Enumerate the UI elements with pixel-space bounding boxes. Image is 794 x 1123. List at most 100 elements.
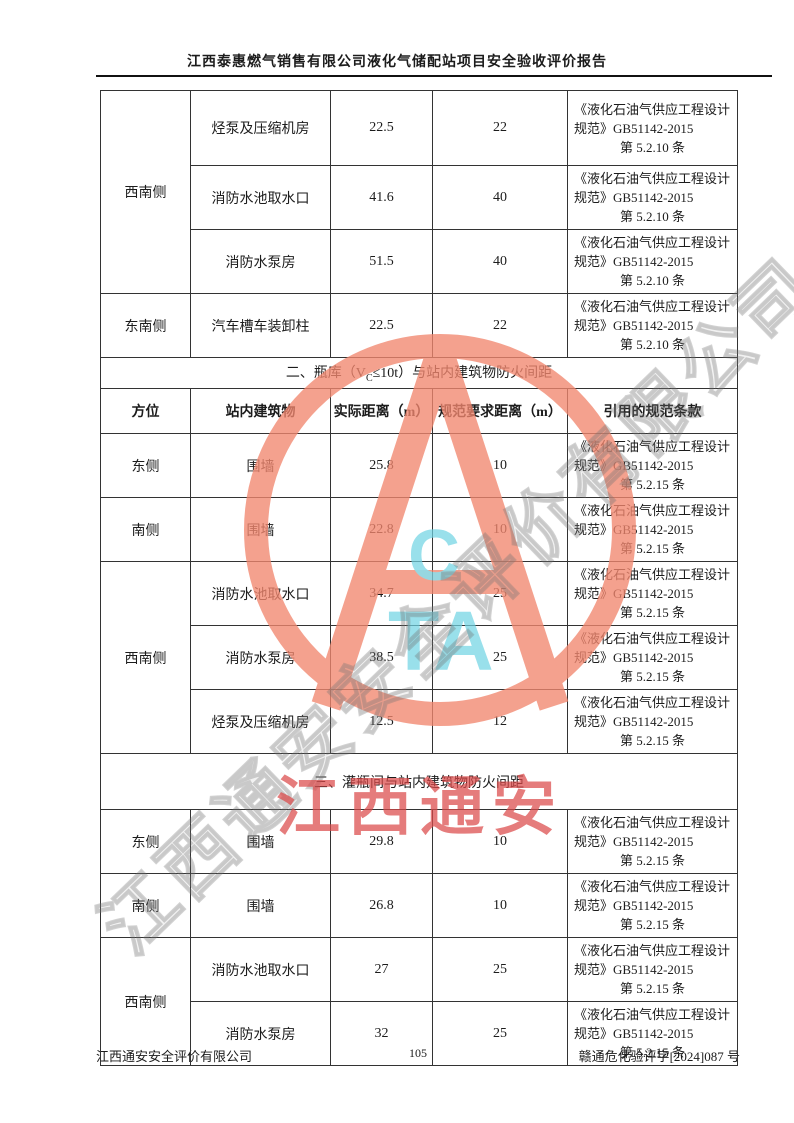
table-row: 消防水泵房 38.5 25 《液化石油气供应工程设计规范》GB51142-201…: [101, 625, 738, 690]
section-title-row: 三、灌瓶间与站内建筑物防火间距: [100, 753, 738, 810]
cell-reference: 《液化石油气供应工程设计规范》GB51142-2015 第 5.2.15 条: [567, 561, 738, 626]
cell-actual-distance: 41.6: [330, 165, 433, 230]
reference-text: 《液化石油气供应工程设计规范》GB51142-2015: [574, 815, 731, 849]
table-row: 东侧 围墙 29.8 10 《液化石油气供应工程设计规范》GB51142-201…: [100, 809, 738, 874]
cell-reference: 《液化石油气供应工程设计规范》GB51142-2015 第 5.2.15 条: [567, 809, 738, 874]
reference-text: 《液化石油气供应工程设计规范》GB51142-2015: [574, 101, 731, 136]
reference-text: 《液化石油气供应工程设计规范》GB51142-2015: [574, 171, 731, 205]
cell-building: 消防水泵房: [190, 229, 331, 294]
cell-direction: 东南侧: [100, 293, 191, 358]
table-row: 西南侧 消防水池取水口 34.7 25 《液化石油气供应工程设计规范》GB511…: [100, 561, 738, 754]
cell-direction: 南侧: [100, 497, 191, 562]
cell-required-distance: 10: [432, 497, 568, 562]
cell-required-distance: 12: [432, 689, 568, 754]
reference-text: 《液化石油气供应工程设计规范》GB51142-2015: [574, 439, 731, 473]
cell-reference: 《液化石油气供应工程设计规范》GB51142-2015 第 5.2.10 条: [567, 293, 738, 358]
cell-direction: 东侧: [100, 809, 191, 874]
cell-building: 烃泵及压缩机房: [190, 689, 331, 754]
cell-building: 消防水池取水口: [190, 937, 331, 1002]
reference-clause: 第 5.2.15 条: [619, 1045, 685, 1060]
table-row: 东南侧 汽车槽车装卸柱 22.5 22 《液化石油气供应工程设计规范》GB511…: [100, 293, 738, 358]
cell-required-distance: 25: [432, 625, 568, 690]
cell-actual-distance: 38.5: [330, 625, 433, 690]
cell-required-distance: 22: [432, 293, 568, 358]
table-row: 南侧 围墙 26.8 10 《液化石油气供应工程设计规范》GB51142-201…: [100, 873, 738, 938]
table-row: 西南侧 消防水池取水口 27 25 《液化石油气供应工程设计规范》GB51142…: [100, 937, 738, 1066]
table-row: 消防水泵房 51.5 40 《液化石油气供应工程设计规范》GB51142-201…: [101, 229, 738, 294]
table-row: 西南侧 烃泵及压缩机房 22.5 22 《液化石油气供应工程设计规范》GB511…: [100, 90, 738, 294]
cell-reference: 《液化石油气供应工程设计规范》GB51142-2015 第 5.2.15 条: [567, 625, 738, 690]
cell-building: 汽车槽车装卸柱: [190, 293, 331, 358]
cell-building: 烃泵及压缩机房: [190, 90, 331, 166]
col-header-actual-distance: 实际距离（m）: [330, 388, 433, 434]
cell-reference: 《液化石油气供应工程设计规范》GB51142-2015 第 5.2.15 条: [567, 433, 738, 498]
reference-text: 《液化石油气供应工程设计规范》GB51142-2015: [574, 695, 731, 729]
section-title-row: 二、瓶库（VC≤10t）与站内建筑物防火间距: [100, 357, 738, 389]
cell-reference: 《液化石油气供应工程设计规范》GB51142-2015 第 5.2.15 条: [567, 689, 738, 754]
reference-text: 《液化石油气供应工程设计规范》GB51142-2015: [574, 567, 731, 601]
cell-actual-distance: 25.8: [330, 433, 433, 498]
reference-clause: 第 5.2.10 条: [619, 209, 685, 224]
cell-reference: 《液化石油气供应工程设计规范》GB51142-2015 第 5.2.10 条: [567, 229, 738, 294]
cell-reference: 《液化石油气供应工程设计规范》GB51142-2015 第 5.2.10 条: [567, 165, 738, 230]
cell-actual-distance: 34.7: [330, 561, 433, 626]
cell-building: 围墙: [190, 497, 331, 562]
section-2-title: 二、瓶库（VC≤10t）与站内建筑物防火间距: [100, 357, 738, 389]
reference-clause: 第 5.2.15 条: [619, 477, 685, 492]
reference-clause: 第 5.2.15 条: [619, 605, 685, 620]
fire-separation-table: 西南侧 烃泵及压缩机房 22.5 22 《液化石油气供应工程设计规范》GB511…: [100, 90, 738, 1066]
cell-actual-distance: 22.8: [330, 497, 433, 562]
cell-reference: 《液化石油气供应工程设计规范》GB51142-2015 第 5.2.15 条: [567, 937, 738, 1002]
col-header-reference: 引用的规范条款: [567, 388, 738, 434]
cell-actual-distance: 51.5: [330, 229, 433, 294]
cell-required-distance: 40: [432, 165, 568, 230]
col-header-direction: 方位: [100, 388, 191, 434]
reference-clause: 第 5.2.15 条: [619, 733, 685, 748]
cell-reference: 《液化石油气供应工程设计规范》GB51142-2015 第 5.2.15 条: [567, 497, 738, 562]
page-header-title: 江西泰惠燃气销售有限公司液化气储配站项目安全验收评价报告: [187, 55, 607, 70]
cell-direction: 西南侧: [100, 90, 191, 294]
reference-text: 《液化石油气供应工程设计规范》GB51142-2015: [574, 879, 731, 913]
cell-building: 围墙: [190, 433, 331, 498]
cell-required-distance: 25: [432, 561, 568, 626]
table-row: 消防水泵房 32 25 《液化石油气供应工程设计规范》GB51142-2015 …: [101, 1001, 738, 1066]
cell-reference: 《液化石油气供应工程设计规范》GB51142-2015 第 5.2.15 条: [567, 873, 738, 938]
cell-required-distance: 10: [432, 809, 568, 874]
cell-actual-distance: 22.5: [330, 90, 433, 166]
col-header-building: 站内建筑物: [190, 388, 331, 434]
cell-required-distance: 40: [432, 229, 568, 294]
cell-actual-distance: 26.8: [330, 873, 433, 938]
col-header-required-distance: 规范要求距离（m）: [432, 388, 568, 434]
table-row: 烃泵及压缩机房 12.5 12 《液化石油气供应工程设计规范》GB51142-2…: [101, 689, 738, 754]
cell-direction: 东侧: [100, 433, 191, 498]
reference-text: 《液化石油气供应工程设计规范》GB51142-2015: [574, 943, 731, 977]
reference-text: 《液化石油气供应工程设计规范》GB51142-2015: [574, 503, 731, 537]
reference-text: 《液化石油气供应工程设计规范》GB51142-2015: [574, 1007, 731, 1041]
reference-clause: 第 5.2.10 条: [619, 139, 685, 155]
cell-building: 消防水泵房: [190, 625, 331, 690]
reference-clause: 第 5.2.15 条: [619, 541, 685, 556]
cell-required-distance: 25: [432, 1001, 568, 1066]
cell-actual-distance: 29.8: [330, 809, 433, 874]
cell-building: 消防水池取水口: [190, 561, 331, 626]
cell-actual-distance: 32: [330, 1001, 433, 1066]
cell-direction: 西南侧: [100, 561, 191, 754]
reference-clause: 第 5.2.15 条: [619, 669, 685, 684]
table-row: 南侧 围墙 22.8 10 《液化石油气供应工程设计规范》GB51142-201…: [100, 497, 738, 562]
header-divider-line: [96, 75, 772, 77]
cell-building: 围墙: [190, 873, 331, 938]
reference-text: 《液化石油气供应工程设计规范》GB51142-2015: [574, 631, 731, 665]
cell-required-distance: 25: [432, 937, 568, 1002]
cell-actual-distance: 22.5: [330, 293, 433, 358]
cell-actual-distance: 27: [330, 937, 433, 1002]
table-row: 消防水池取水口 41.6 40 《液化石油气供应工程设计规范》GB51142-2…: [101, 165, 738, 230]
table-row: 东侧 围墙 25.8 10 《液化石油气供应工程设计规范》GB51142-201…: [100, 433, 738, 498]
cell-reference: 《液化石油气供应工程设计规范》GB51142-2015 第 5.2.10 条: [567, 90, 738, 166]
table-header-row: 方位 站内建筑物 实际距离（m） 规范要求距离（m） 引用的规范条款: [100, 388, 738, 434]
reference-clause: 第 5.2.15 条: [619, 917, 685, 932]
reference-clause: 第 5.2.15 条: [619, 981, 685, 996]
cell-building: 围墙: [190, 809, 331, 874]
section-3-title: 三、灌瓶间与站内建筑物防火间距: [100, 753, 738, 810]
reference-text: 《液化石油气供应工程设计规范》GB51142-2015: [574, 299, 731, 333]
cell-direction: 西南侧: [100, 937, 191, 1066]
